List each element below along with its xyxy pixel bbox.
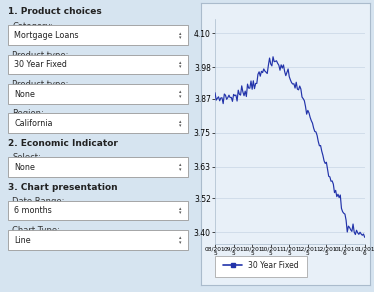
FancyBboxPatch shape [8,55,188,74]
FancyBboxPatch shape [8,25,188,45]
Text: Category:: Category: [12,22,53,31]
FancyBboxPatch shape [215,256,307,277]
Text: Line: Line [14,236,31,245]
Text: 30 Year Fixed: 30 Year Fixed [14,60,67,69]
Text: 30 Year Fixed: 30 Year Fixed [248,261,299,270]
FancyBboxPatch shape [8,84,188,104]
Text: ▴
▾: ▴ ▾ [179,163,181,172]
Text: California: California [14,119,52,128]
Text: ▴
▾: ▴ ▾ [179,60,181,69]
Text: ▴
▾: ▴ ▾ [179,206,181,215]
Text: Chart Type:: Chart Type: [12,226,60,235]
Text: ▴
▾: ▴ ▾ [179,31,181,40]
Text: Product type:: Product type: [12,80,68,89]
Text: None: None [14,163,35,172]
Text: ▴
▾: ▴ ▾ [179,119,181,128]
Text: Mortgage Loans: Mortgage Loans [14,31,79,40]
Text: Product type:: Product type: [12,51,68,60]
Text: Date Range:: Date Range: [12,197,64,206]
Text: 3. Chart presentation: 3. Chart presentation [8,182,118,192]
Text: 2. Economic Indicator: 2. Economic Indicator [8,139,118,148]
Text: None: None [14,90,35,99]
FancyBboxPatch shape [8,157,188,177]
Text: 6 months: 6 months [14,206,52,215]
Text: ▴
▾: ▴ ▾ [179,236,181,245]
FancyBboxPatch shape [8,201,188,220]
Text: ▴
▾: ▴ ▾ [179,90,181,99]
Text: 1. Product choices: 1. Product choices [8,7,102,16]
FancyBboxPatch shape [8,113,188,133]
Text: Region:: Region: [12,110,44,119]
Text: Select:: Select: [12,153,41,162]
FancyBboxPatch shape [8,230,188,250]
